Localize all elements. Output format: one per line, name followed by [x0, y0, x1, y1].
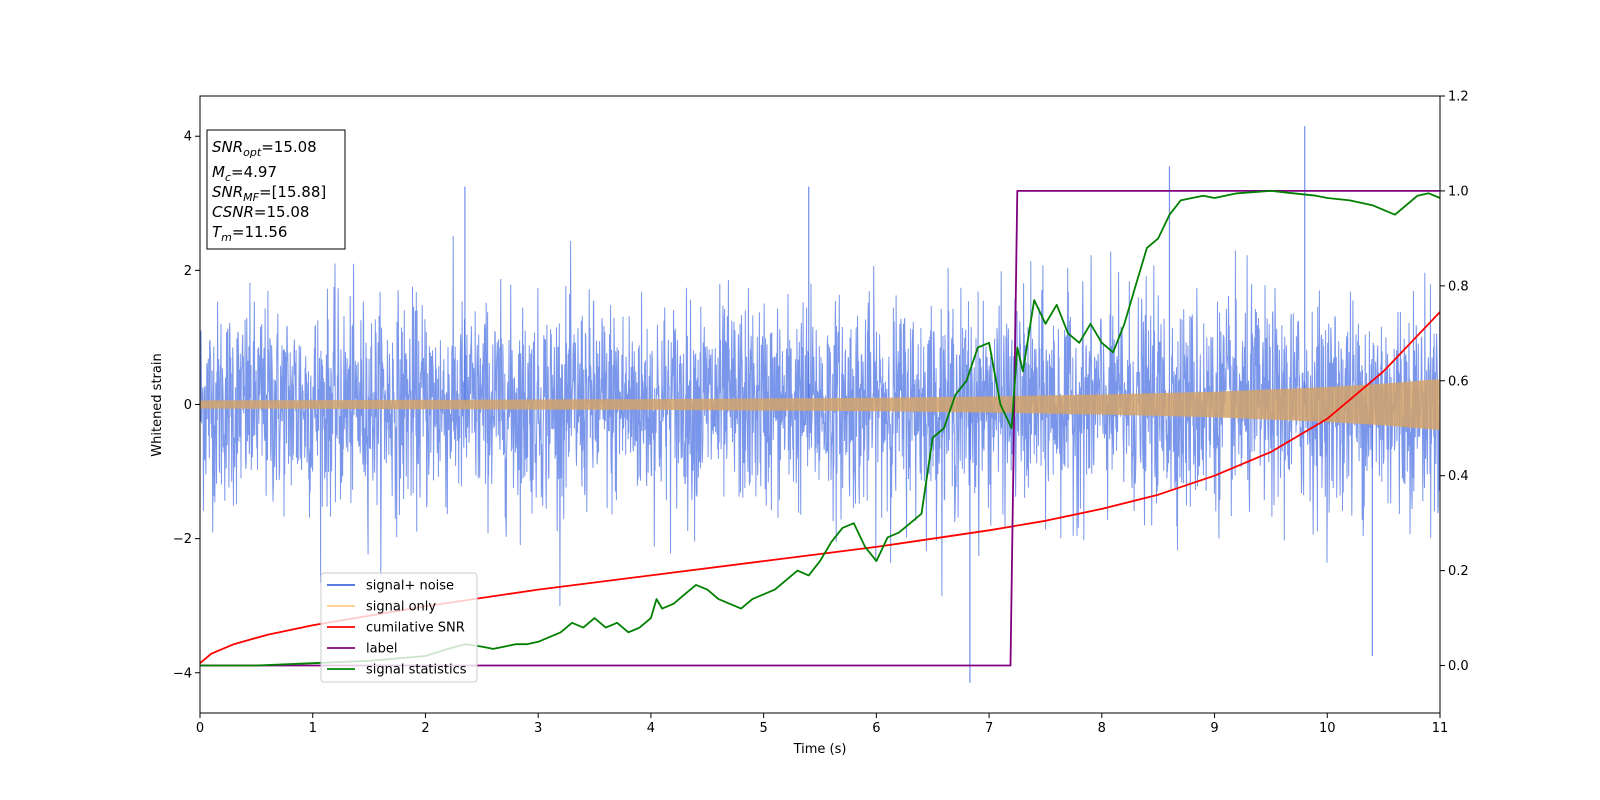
info-box-frame: [206, 129, 346, 250]
x-tick-label: 2: [421, 721, 429, 736]
info-box: SNRopt=15.08 Mc=4.97SNRMF=[15.88]CSNR=15.…: [206, 129, 346, 250]
y-tick-label: 2: [184, 264, 192, 279]
x-tick-label: 1: [309, 721, 317, 736]
legend-entry: signal statistics: [366, 663, 467, 678]
x-tick-label: 7: [985, 721, 993, 736]
legend-entry: label: [366, 642, 397, 657]
y-axis-right: 0.0 0.2 0.4 0.6 0.8 1.0 1.2: [1440, 90, 1469, 674]
legend-entry: signal+ noise: [366, 579, 454, 594]
y2-tick-label: 1.0: [1448, 184, 1469, 199]
y-axis-label: Whitened strain: [150, 353, 165, 456]
x-tick-label: 0: [196, 721, 204, 736]
series-label: [200, 190, 1440, 667]
info-line: Mc=4.97: [212, 163, 277, 184]
x-tick-label: 6: [872, 721, 880, 736]
right-axis-series: [200, 190, 1440, 667]
info-line: Tm=11.56: [212, 223, 287, 244]
y-tick-label: −2: [173, 532, 192, 547]
x-axis-label: Time (s): [793, 742, 847, 757]
x-tick-label: 8: [1098, 721, 1106, 736]
legend-entry: cumilative SNR: [366, 621, 465, 636]
series-signal-only: [200, 379, 1440, 430]
y2-tick-label: 0.4: [1448, 469, 1469, 484]
x-tick-label: 10: [1319, 721, 1336, 736]
y2-tick-label: 0.0: [1448, 659, 1469, 674]
info-line: SNRopt=15.08: [212, 138, 317, 159]
y2-tick-label: 0.6: [1448, 374, 1469, 389]
signal-noise-line: [200, 235, 1440, 607]
y2-tick-label: 0.8: [1448, 279, 1469, 294]
y-axis-left: −4 −2 0 2 4: [173, 130, 200, 681]
plot-area: [200, 126, 1440, 683]
info-line: CSNR=15.08: [212, 203, 309, 221]
y2-tick-label: 0.2: [1448, 564, 1469, 579]
y-tick-label: −4: [173, 666, 192, 681]
series-cumilative-snr: [200, 311, 1440, 664]
x-tick-label: 3: [534, 721, 542, 736]
x-axis: 0 1 2 3 4 5 6 7 8 9 10 11: [196, 713, 1448, 736]
x-tick-label: 5: [759, 721, 767, 736]
x-tick-label: 4: [647, 721, 655, 736]
legend-entry: signal only: [366, 600, 436, 615]
legend-frame: [320, 572, 478, 683]
series-signal-statistics: [200, 190, 1440, 667]
signal-only-band: [200, 379, 1440, 430]
legend: signal+ noise signal only cumilative SNR la…: [320, 572, 478, 683]
series-signal-noise: [200, 126, 1440, 683]
y-tick-label: 4: [184, 130, 192, 145]
x-tick-label: 11: [1432, 721, 1449, 736]
info-line: SNRMF=[15.88]: [212, 183, 326, 204]
y-tick-label: 0: [184, 398, 192, 413]
y2-tick-label: 1.2: [1448, 90, 1469, 105]
x-tick-label: 9: [1210, 721, 1218, 736]
